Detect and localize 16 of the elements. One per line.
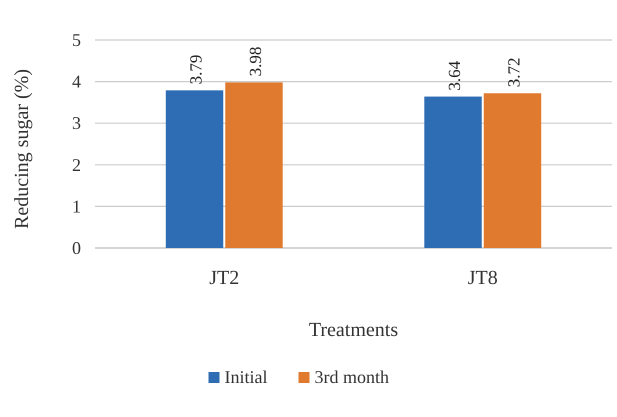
data-label: 3.98 [246, 46, 265, 76]
y-tick-label: 3 [72, 113, 81, 134]
y-axis-title: Reducing sugar (%) [11, 69, 33, 229]
y-tick-label: 2 [72, 154, 81, 175]
y-tick-label: 5 [72, 30, 81, 50]
y-tick-label: 0 [72, 238, 81, 258]
y-tick-label: 1 [72, 196, 81, 216]
x-tick-label: JT8 [468, 267, 498, 289]
x-tick-label: JT2 [209, 267, 240, 289]
data-label: 3.79 [186, 54, 206, 84]
y-tick-label: 4 [72, 72, 81, 92]
data-label: 3.64 [445, 60, 464, 91]
x-axis-title: Treatments [308, 319, 398, 341]
data-label: 3.72 [504, 58, 524, 88]
legend-label: 3rd month [314, 367, 389, 387]
legend-label: Initial [224, 367, 268, 387]
